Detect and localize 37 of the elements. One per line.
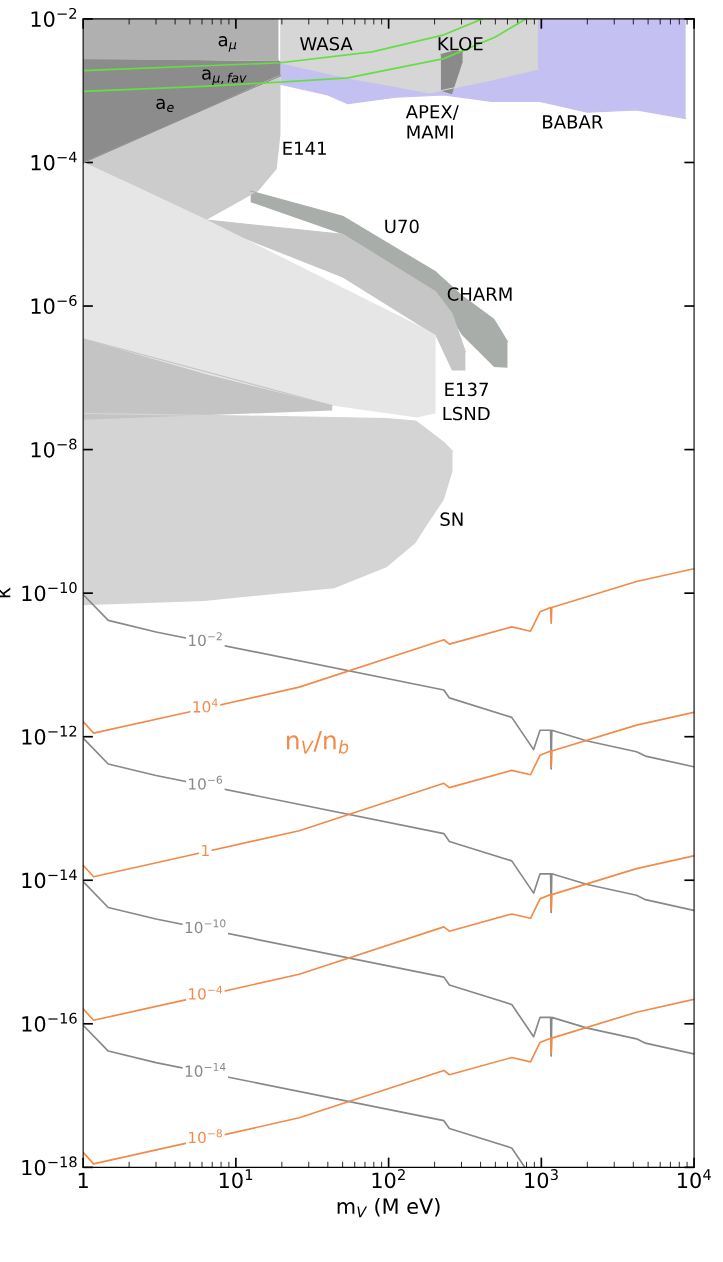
y-tick-label: 10$^{−2}$ (31, 7, 77, 27)
annotation: CHARM (447, 287, 512, 301)
x-tick-label: 10$^{2}$ (372, 1169, 405, 1189)
y-tick-label: 10$^{−12}$ (22, 725, 77, 745)
annotation: KLOE (438, 36, 483, 51)
annotation: WASA (300, 36, 353, 51)
series-label: 10$^{−14}$ (185, 1063, 226, 1077)
series-label: 10$^{−4}$ (189, 985, 223, 1000)
y-tick-label: 10$^{−16}$ (22, 1012, 77, 1032)
annotation: BABAR (543, 115, 603, 129)
y-tick-label: 10$^{−14}$ (22, 869, 77, 889)
series-label: 10$^{−2}$ (189, 632, 222, 647)
series-label: 1 (202, 844, 209, 857)
x-tick-label: 1 (78, 1172, 88, 1189)
x-tick-label: 10$^{3}$ (525, 1169, 558, 1189)
y-tick-label: 10$^{−8}$ (31, 438, 77, 458)
annotation: SN (440, 512, 463, 527)
y-tick-label: 10$^{−10}$ (22, 582, 77, 602)
annotation: E137 (445, 382, 488, 397)
x-tick-label: 10$^{1}$ (219, 1169, 253, 1189)
y-tick-label: 10$^{−6}$ (31, 294, 77, 315)
x-tick-label: 10$^{4}$ (678, 1169, 711, 1189)
series-label: 10$^{−10}$ (185, 919, 226, 934)
annotation: a$_{e}$ (156, 98, 174, 113)
series-label: 10$^{−8}$ (189, 1129, 222, 1144)
y-tick-label: 10$^{−4}$ (31, 151, 77, 171)
y-tick-label: 10$^{−18}$ (22, 1156, 77, 1176)
x-axis-title: m$_{V}$ (M eV) (337, 1197, 440, 1218)
annotation: LSND (443, 406, 490, 421)
annotation: a$_{μ}$ (218, 36, 237, 52)
series-label: 10$^{4}$ (193, 698, 218, 713)
annotation: U70 (385, 219, 419, 234)
annotation: APEX/ MAMI (405, 105, 459, 139)
annotation: n$_{V}$/n$_{b}$ (287, 731, 349, 754)
series-label: 10$^{−6}$ (189, 775, 223, 790)
annotation: E141 (283, 141, 326, 155)
annotation: a$_{μ,fav}$ (202, 69, 247, 86)
